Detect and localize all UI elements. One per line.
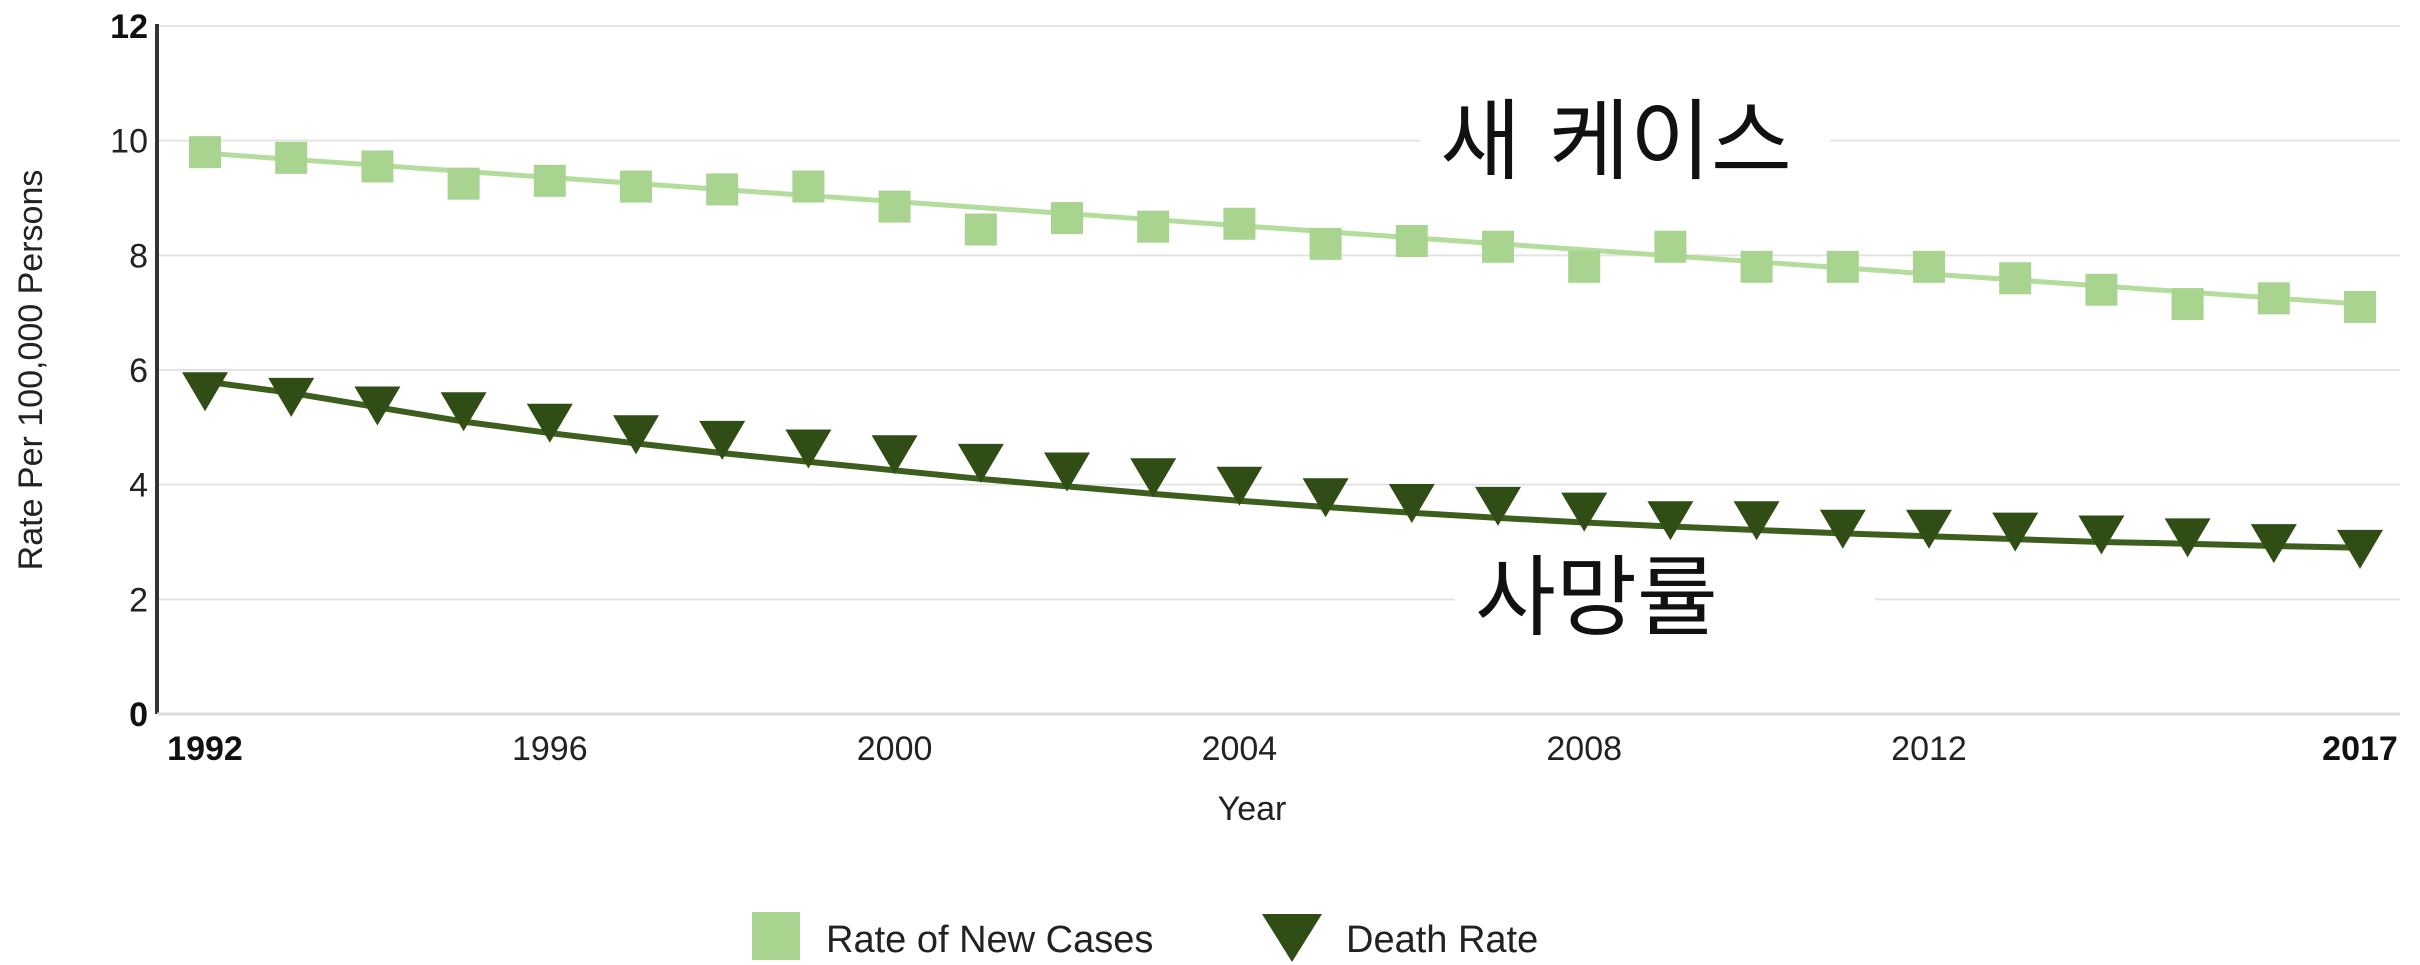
marker-new-cases-1999 xyxy=(792,170,825,203)
marker-death-rate-2001 xyxy=(957,443,1004,483)
marker-new-cases-1998 xyxy=(706,173,739,206)
marker-new-cases-1995 xyxy=(447,167,480,200)
trend-line-death-rate xyxy=(204,378,2361,551)
marker-new-cases-2009 xyxy=(1654,230,1687,263)
gridlines xyxy=(157,25,2400,601)
y-tick-label-12: 12 xyxy=(110,8,148,46)
marker-death-rate-2010 xyxy=(1733,501,1780,541)
legend-swatch-new-cases xyxy=(752,912,800,960)
marker-new-cases-1996 xyxy=(533,164,566,197)
marker-new-cases-2017 xyxy=(2344,290,2376,323)
marker-new-cases-2003 xyxy=(1137,210,1170,243)
x-tick-label-2012: 2012 xyxy=(1891,730,1967,768)
x-tick-label-1992: 1992 xyxy=(167,730,243,768)
marker-new-cases-2010 xyxy=(1740,250,1773,283)
series-new-cases xyxy=(189,136,2376,323)
marker-new-cases-2000 xyxy=(878,190,911,223)
legend-label-death-rate: Death Rate xyxy=(1346,919,1538,961)
marker-death-rate-1998 xyxy=(699,420,746,460)
marker-death-rate-1992 xyxy=(182,372,228,412)
x-tick-label-2017: 2017 xyxy=(2322,730,2398,768)
marker-death-rate-2004 xyxy=(1216,466,1263,506)
marker-new-cases-2007 xyxy=(1482,230,1514,263)
marker-new-cases-2015 xyxy=(2171,288,2204,321)
annotation-new-cases: 새 케이스 xyxy=(1440,90,1792,193)
marker-death-rate-1994 xyxy=(354,386,401,426)
y-tick-label-10: 10 xyxy=(110,123,148,161)
marker-death-rate-2016 xyxy=(2250,524,2297,564)
marker-new-cases-2004 xyxy=(1223,207,1256,240)
x-tick-label-2004: 2004 xyxy=(1202,730,1278,768)
marker-death-rate-2014 xyxy=(2078,515,2125,555)
marker-death-rate-1995 xyxy=(440,392,487,432)
marker-death-rate-2000 xyxy=(871,435,918,475)
marker-new-cases-2011 xyxy=(1826,250,1859,283)
y-tick-label-6: 6 xyxy=(129,352,148,390)
marker-death-rate-2008 xyxy=(1561,492,1608,532)
legend-label-new-cases: Rate of New Cases xyxy=(826,919,1153,961)
marker-new-cases-1994 xyxy=(361,150,394,183)
marker-death-rate-2002 xyxy=(1044,452,1090,492)
x-axis-title: Year xyxy=(1218,790,1287,828)
marker-new-cases-2006 xyxy=(1395,225,1428,257)
marker-death-rate-2015 xyxy=(2164,518,2211,558)
marker-death-rate-1993 xyxy=(268,377,315,417)
legend-swatch-death-rate xyxy=(1262,914,1322,962)
y-axis-title: Rate Per 100,000 Persons xyxy=(12,170,50,571)
x-tick-label-1996: 1996 xyxy=(512,730,588,768)
marker-death-rate-2006 xyxy=(1388,484,1435,523)
marker-death-rate-2013 xyxy=(1992,512,2039,552)
y-tick-labels: 0 2 4 6 8 10 12 xyxy=(110,8,148,734)
annotation-backing-1 xyxy=(1420,110,1830,170)
y-tick-label-4: 4 xyxy=(129,467,148,505)
marker-death-rate-2005 xyxy=(1302,478,1349,518)
x-tick-labels: 1992 1996 2000 2004 2008 2012 2017 xyxy=(167,730,2398,768)
marker-new-cases-2008 xyxy=(1568,250,1601,283)
marker-death-rate-1999 xyxy=(785,429,832,469)
marker-new-cases-2001 xyxy=(964,213,997,246)
annotation-backing-2 xyxy=(1455,565,1875,630)
x-tick-label-2000: 2000 xyxy=(857,730,933,768)
y-tick-label-0: 0 xyxy=(129,696,148,734)
marker-new-cases-2014 xyxy=(2085,273,2118,306)
legend: Rate of New Cases Death Rate xyxy=(752,912,1538,962)
marker-new-cases-1997 xyxy=(620,170,652,203)
series xyxy=(182,136,2383,569)
marker-new-cases-1992 xyxy=(189,136,221,169)
series-death-rate xyxy=(182,372,2383,569)
marker-new-cases-2016 xyxy=(2257,282,2290,315)
y-tick-label-8: 8 xyxy=(129,237,148,275)
trend-line-new-cases xyxy=(204,150,2361,307)
marker-new-cases-2012 xyxy=(1913,250,1945,283)
marker-death-rate-2009 xyxy=(1647,501,1694,541)
axes xyxy=(155,24,2400,716)
marker-new-cases-2002 xyxy=(1051,202,1083,235)
marker-death-rate-2017 xyxy=(2337,529,2383,569)
marker-new-cases-2013 xyxy=(1999,262,2032,295)
marker-death-rate-2007 xyxy=(1475,486,1521,526)
annotation-death-rate: 사망률 xyxy=(1475,546,1718,649)
marker-death-rate-1996 xyxy=(526,403,573,443)
x-tick-label-2008: 2008 xyxy=(1546,730,1622,768)
marker-death-rate-2012 xyxy=(1906,509,1952,549)
y-tick-label-2: 2 xyxy=(129,581,148,619)
marker-new-cases-1993 xyxy=(275,141,308,174)
marker-death-rate-2011 xyxy=(1819,509,1866,549)
marker-death-rate-2003 xyxy=(1130,458,1177,498)
marker-new-cases-2005 xyxy=(1309,227,1342,260)
marker-death-rate-1997 xyxy=(613,415,659,455)
